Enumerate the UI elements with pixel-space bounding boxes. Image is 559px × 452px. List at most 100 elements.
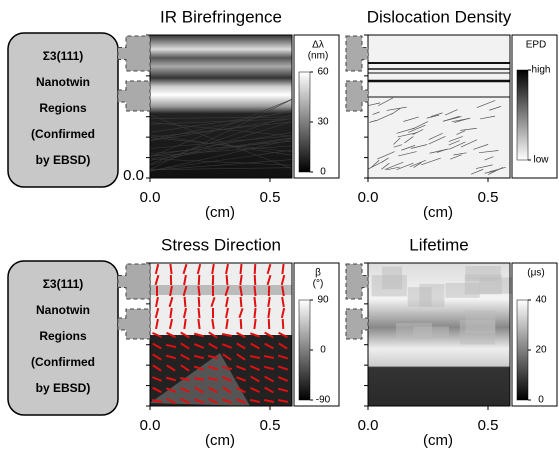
dislocation-streak (393, 137, 401, 145)
stress-dash (182, 285, 188, 297)
stress-dash (221, 366, 233, 370)
stress-dash (281, 318, 285, 330)
dislocation-streak (476, 100, 496, 108)
dislocation-streak (369, 120, 377, 123)
texture (149, 132, 293, 157)
dislocation-streak (404, 136, 414, 144)
dislocation-streak (475, 164, 493, 169)
stress-dash (154, 263, 160, 275)
stress-dash (267, 307, 271, 319)
dislocation-streak (436, 148, 447, 153)
dislocation-streak (413, 162, 422, 168)
stress-dash (250, 375, 260, 383)
dislocation-streak (430, 112, 443, 117)
dislocation-streak (443, 115, 460, 122)
callout-text: Σ3(111) (43, 49, 84, 63)
stress-dash (197, 296, 201, 308)
lifetime-block (464, 274, 502, 295)
stress-dash (151, 376, 163, 382)
callout-text: Regions (39, 101, 87, 115)
colorbar-label: β (315, 268, 321, 279)
texture (149, 158, 293, 166)
stress-dash (235, 376, 247, 382)
dislocation-streak (473, 144, 489, 150)
x-axis-label: (cm) (423, 204, 453, 221)
stress-dash (193, 377, 205, 381)
x-tick-label: 0.5 (260, 417, 281, 434)
stress-dash (152, 364, 162, 372)
texture (149, 99, 293, 170)
callout-box (7, 32, 119, 188)
texture (149, 116, 293, 119)
stress-dash (238, 307, 244, 319)
bracket (345, 35, 369, 72)
dislocation-streak (426, 114, 440, 119)
stress-dash (222, 353, 232, 361)
stress-dash (193, 343, 205, 349)
stress-dash (152, 386, 162, 394)
callout-box (7, 260, 119, 416)
bracket (117, 80, 151, 112)
stress-dash (155, 296, 159, 308)
dislocation-streak (370, 159, 380, 169)
texture (149, 114, 293, 169)
colorbar-label: (°) (313, 279, 324, 290)
colorbar-tick-label: 30 (317, 117, 329, 128)
stress-dash (250, 386, 260, 394)
dislocation-streak (450, 154, 462, 160)
stress-dash (225, 274, 229, 286)
dislocation-streak (428, 132, 443, 140)
dislocation-streak (428, 136, 446, 145)
dislocation-streak (403, 116, 419, 122)
stress-dash (179, 377, 191, 381)
stress-dash (264, 375, 274, 383)
dislocation-streak (410, 144, 428, 149)
stress-dash (180, 342, 190, 350)
bracket (345, 263, 369, 300)
stress-dash (152, 342, 162, 350)
colorbar-label: Δλ (312, 40, 324, 51)
stress-dash (165, 376, 177, 382)
colorbar-tick-label: 0 (320, 167, 326, 178)
stress-dash (267, 296, 271, 308)
dislocation-streak (412, 121, 429, 130)
stress-dash (154, 307, 160, 319)
stress-dash (151, 399, 163, 403)
stress-dash (239, 274, 243, 286)
stress-dash (180, 397, 190, 405)
x-axis-label: (cm) (205, 204, 235, 221)
lifetime-block (419, 283, 445, 308)
stress-dash (277, 354, 289, 360)
panel-title: Dislocation Density (367, 7, 512, 26)
stress-dash (278, 342, 288, 350)
texture (149, 118, 293, 125)
colorbar-label: (nm) (308, 51, 329, 62)
stress-dash (249, 355, 261, 359)
dislocation-streak (397, 132, 418, 138)
stress-dash (280, 307, 286, 319)
stress-dash (253, 307, 257, 319)
texture (149, 145, 293, 157)
colorbar-tick-label: 20 (535, 345, 547, 356)
texture (149, 138, 293, 161)
colorbar-gradient (298, 71, 311, 173)
dislocation-streak (378, 97, 393, 106)
lifetime-block (395, 323, 433, 338)
stress-dash (222, 375, 232, 383)
stress-dash (165, 387, 177, 393)
stress-dash (208, 398, 218, 404)
stress-dash (182, 307, 188, 319)
colorbar-tick-label: 90 (317, 295, 329, 306)
texture (149, 114, 293, 165)
stress-dash (207, 354, 219, 360)
dislocation-streak (375, 112, 393, 122)
colorbar-tick-label: 40 (535, 295, 547, 306)
lifetime-block (459, 319, 496, 345)
callout-text: by EBSD) (36, 153, 91, 167)
stress-dash (180, 353, 190, 361)
dislocation-streak (396, 162, 414, 171)
texture (149, 137, 293, 152)
callout-text: Nanotwin (36, 75, 90, 89)
colorbar-tick-label: high (532, 65, 551, 76)
dislocation-streak (408, 124, 426, 133)
